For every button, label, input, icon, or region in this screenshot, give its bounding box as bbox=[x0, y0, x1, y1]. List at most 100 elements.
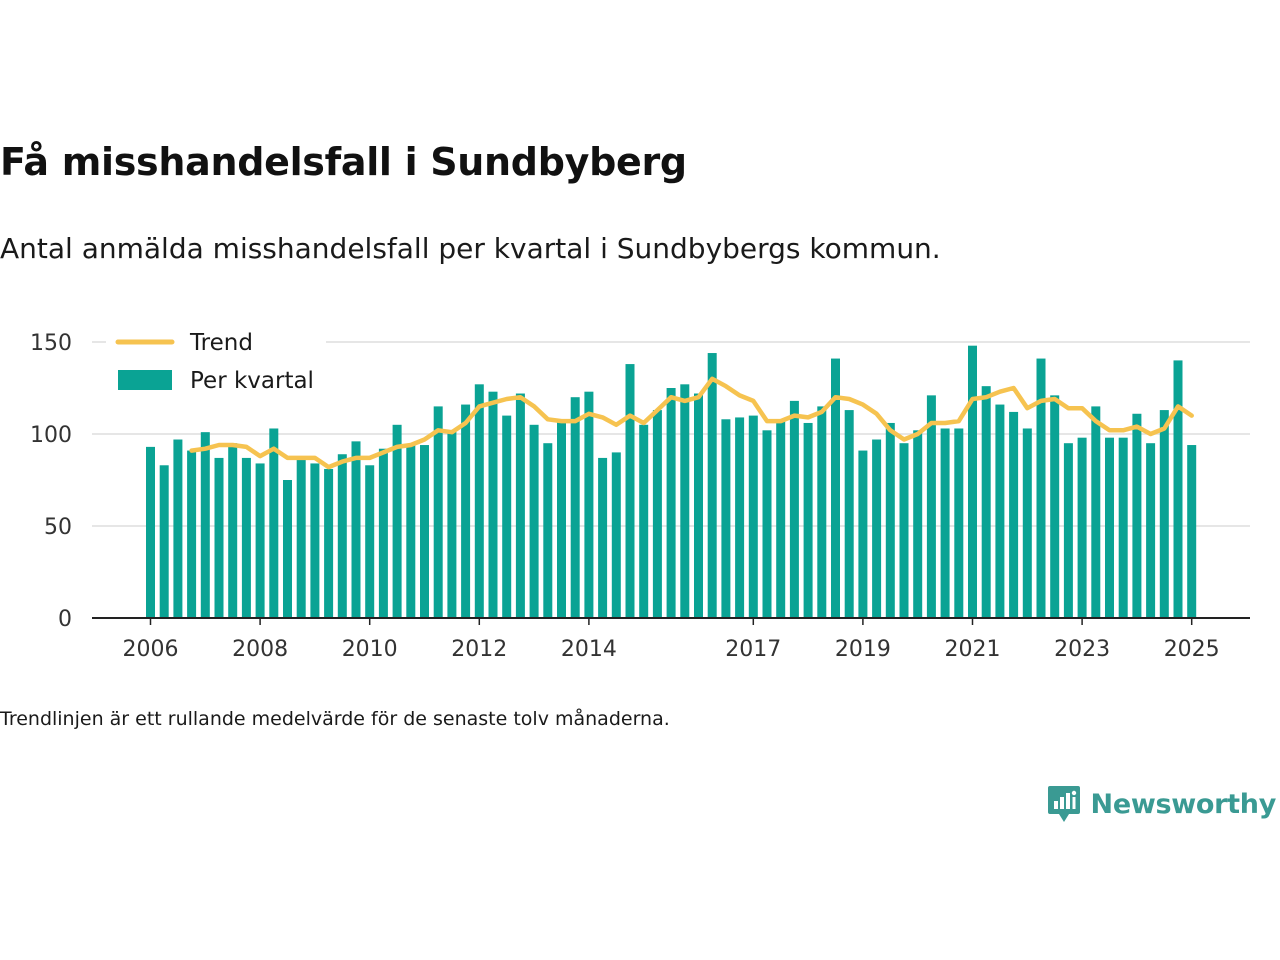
bar bbox=[146, 446, 155, 618]
bar bbox=[926, 395, 936, 618]
trend-line bbox=[189, 376, 1194, 470]
x-tick-label: 2017 bbox=[725, 637, 781, 662]
bar bbox=[721, 419, 731, 618]
brand-logo[interactable]: Newsworthy bbox=[1047, 784, 1276, 824]
x-tick-label: 2023 bbox=[1054, 637, 1110, 662]
bar bbox=[899, 443, 909, 618]
y-tick-label: 50 bbox=[44, 515, 72, 540]
bar bbox=[1132, 413, 1142, 618]
bar bbox=[1063, 443, 1073, 618]
x-tick-label: 2019 bbox=[835, 637, 891, 662]
bar bbox=[241, 457, 251, 618]
y-tick-label: 100 bbox=[30, 423, 72, 448]
bar bbox=[584, 391, 594, 618]
bar bbox=[844, 410, 854, 618]
bar bbox=[392, 424, 402, 618]
bar bbox=[789, 400, 799, 618]
bar bbox=[420, 445, 429, 618]
x-tick-label: 2010 bbox=[342, 637, 398, 662]
bar bbox=[817, 406, 827, 618]
bar bbox=[173, 439, 183, 618]
bar bbox=[748, 415, 758, 618]
bar bbox=[694, 393, 703, 618]
bar bbox=[611, 452, 621, 618]
bar bbox=[1146, 443, 1156, 618]
bar bbox=[913, 430, 923, 618]
bar bbox=[680, 384, 690, 618]
bar bbox=[337, 454, 347, 618]
bar bbox=[940, 428, 950, 618]
y-tick-label: 150 bbox=[30, 331, 72, 356]
bar bbox=[159, 465, 169, 618]
bar bbox=[474, 384, 484, 618]
bar bbox=[433, 406, 443, 618]
bar bbox=[598, 457, 608, 618]
chart-note: Trendlinjen är ett rullande medelvärde f… bbox=[0, 708, 670, 730]
bar bbox=[1187, 445, 1197, 618]
bar bbox=[200, 432, 210, 618]
bar bbox=[1009, 411, 1019, 618]
bar bbox=[803, 422, 813, 618]
bar bbox=[296, 456, 306, 618]
bar bbox=[666, 388, 676, 618]
bar bbox=[995, 404, 1005, 618]
bar bbox=[228, 443, 238, 618]
legend-bar-swatch bbox=[118, 370, 172, 390]
bar bbox=[1105, 437, 1114, 618]
bar bbox=[269, 428, 279, 618]
axis-layer: 0 50 100 150 2006 2008 2010 2012 2014 2017 2019 202… bbox=[30, 331, 1250, 662]
bar bbox=[543, 443, 553, 618]
bar bbox=[283, 480, 292, 618]
chart-subtitle: Antal anmälda misshandelsfall per kvarta… bbox=[0, 232, 941, 265]
bar bbox=[1173, 360, 1183, 618]
brand-name: Newsworthy bbox=[1090, 788, 1277, 820]
bar-line-chart: 0 50 100 150 2006 2008 2010 2012 2014 2017 2019 202… bbox=[30, 322, 1250, 662]
bar bbox=[776, 419, 786, 618]
bar bbox=[1091, 406, 1101, 618]
bar bbox=[954, 428, 964, 618]
bar bbox=[735, 417, 745, 618]
bar bbox=[762, 430, 772, 618]
bar bbox=[1118, 437, 1128, 618]
newsworthy-logo-icon bbox=[1047, 786, 1080, 822]
bar bbox=[378, 448, 388, 618]
bars-layer bbox=[146, 345, 1197, 618]
bar bbox=[351, 441, 361, 618]
bar bbox=[1077, 437, 1087, 618]
x-tick-label: 2025 bbox=[1164, 637, 1220, 662]
x-tick-label: 2008 bbox=[232, 637, 288, 662]
bar bbox=[515, 393, 525, 618]
bar bbox=[981, 386, 991, 618]
bar bbox=[885, 422, 895, 618]
bar bbox=[310, 463, 320, 618]
legend-trend-label: Trend bbox=[189, 330, 253, 356]
x-tick-label: 2006 bbox=[123, 637, 179, 662]
bar bbox=[502, 415, 512, 618]
bar bbox=[406, 445, 416, 618]
bar bbox=[652, 410, 662, 618]
y-tick-label: 0 bbox=[58, 607, 72, 632]
bar bbox=[570, 397, 580, 618]
bar bbox=[1036, 358, 1046, 618]
bar bbox=[461, 404, 471, 618]
trend-layer bbox=[189, 376, 1194, 470]
bar bbox=[529, 424, 539, 618]
x-tick-label: 2012 bbox=[451, 637, 507, 662]
bar bbox=[324, 468, 334, 618]
bar bbox=[214, 457, 224, 618]
bar bbox=[625, 364, 635, 618]
bar bbox=[639, 424, 649, 618]
bar bbox=[488, 391, 498, 618]
bar bbox=[1159, 410, 1169, 618]
bar bbox=[968, 345, 977, 618]
bar bbox=[858, 450, 868, 618]
bar bbox=[831, 358, 840, 618]
x-tick-label: 2014 bbox=[561, 637, 617, 662]
x-tick-label: 2021 bbox=[945, 637, 1001, 662]
legend: Trend Per kvartal bbox=[106, 322, 326, 400]
bar bbox=[1022, 428, 1032, 618]
bar bbox=[255, 463, 265, 618]
bar bbox=[1050, 395, 1060, 618]
bar bbox=[187, 450, 197, 618]
